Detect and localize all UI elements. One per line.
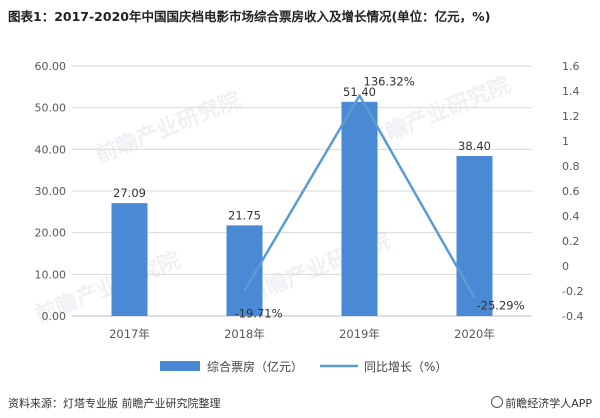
y-left-tick-label: 20.00 [35,227,67,240]
y-left-tick-label: 60.00 [35,60,67,73]
bar-data-label: 51.40 [343,85,376,99]
x-tick-label: 2019年 [339,327,380,341]
y-right-tick-label: 0.8 [562,160,580,173]
brand-name: 前瞻经济学人APP [505,397,592,410]
y-right-tick-label: -0.2 [562,285,583,298]
line-data-label: -25.29% [477,299,525,313]
x-tick-label: 2020年 [454,327,495,341]
y-right-tick-label: 1.6 [562,60,580,73]
y-right-tick-label: 1.2 [562,110,580,123]
brand-footer: 前瞻经济学人APP [491,395,592,411]
line-data-label: 136.32% [364,75,415,89]
y-right-tick-label: 0 [562,260,569,273]
x-tick-label: 2017年 [109,327,150,341]
chart-canvas: 0.00 10.00 20.00 30.00 40.00 50.00 60.00 -0.4 -0… [35,60,584,374]
legend-line-label: 同比增长（%） [364,360,447,374]
x-tick-label: 2018年 [224,327,265,341]
bar-data-label: 38.40 [458,139,491,153]
source-note: 资料来源：灯塔专业版 前瞻产业研究院整理 [8,397,221,410]
y-right-tick-label: 0.2 [562,235,580,248]
line-data-label: -19.71% [235,307,283,321]
y-left-tick-label: 30.00 [35,185,67,198]
bar [111,203,148,316]
bar [341,101,378,316]
y-left-tick-label: 0.00 [42,310,67,323]
brand-logo-icon [491,396,504,408]
y-left-tick-label: 10.00 [35,268,67,281]
y-right-tick-label: 0.4 [562,210,580,223]
growth-line [243,94,476,299]
y-right-tick-label: -0.4 [562,310,583,323]
legend-bar-label: 综合票房（亿元） [207,359,303,374]
chart-title: 图表1：2017-2020年中国国庆档电影市场综合票房收入及增长情况(单位：亿元… [8,9,491,24]
legend-bar-swatch [160,361,200,371]
y-left-tick-label: 40.00 [35,143,67,156]
y-left-tick-label: 50.00 [35,102,67,115]
bar-data-label: 27.09 [113,186,146,200]
bar [456,156,493,316]
y-right-tick-label: 1 [562,135,569,148]
y-right-tick-label: 0.6 [562,185,580,198]
y-right-tick-label: 1.4 [562,85,580,98]
bar-data-label: 21.75 [228,208,261,222]
